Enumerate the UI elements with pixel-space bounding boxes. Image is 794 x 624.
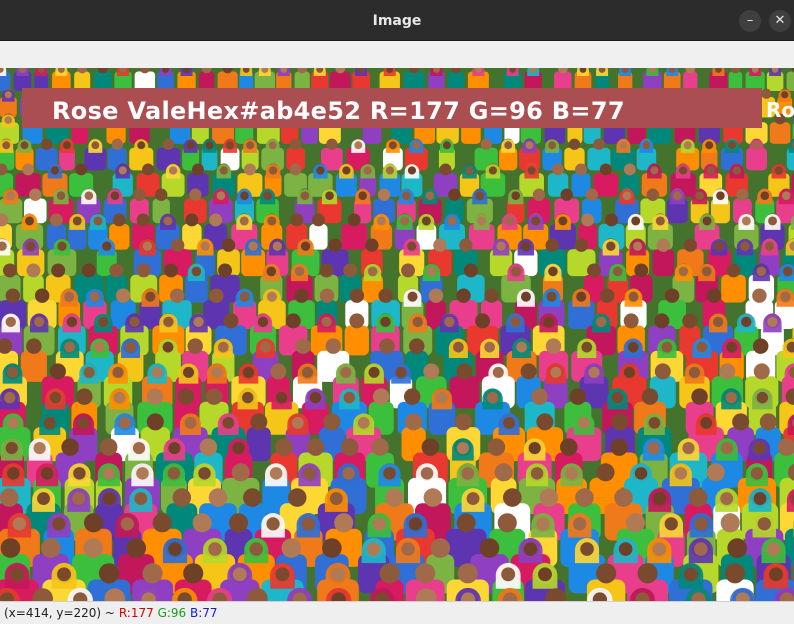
close-button[interactable]: ✕	[769, 10, 791, 32]
color-overlay-bar	[22, 88, 762, 128]
overlay-overflow-text: Ro	[766, 98, 794, 122]
image-canvas[interactable]: Rose ValeHex#ab4e52 R=177 G=96 B=77 Ro	[0, 68, 794, 601]
status-red-value: R:177	[118, 606, 154, 620]
status-green-value: G:96	[157, 606, 187, 620]
status-coords: (x=414, y=220) ~	[4, 606, 115, 620]
toolbar	[0, 41, 794, 69]
close-icon: ✕	[774, 13, 786, 28]
status-bar: (x=414, y=220) ~ R:177 G:96 B:77	[0, 601, 794, 624]
window-titlebar[interactable]: Image – ✕	[0, 0, 794, 41]
status-blue-value: B:77	[190, 606, 218, 620]
color-overlay-text: Rose ValeHex#ab4e52 R=177 G=96 B=77	[52, 97, 625, 125]
minimize-button[interactable]: –	[739, 10, 761, 32]
minimize-icon: –	[746, 13, 754, 28]
window-title: Image	[372, 13, 422, 29]
crowd-photo	[0, 68, 794, 601]
